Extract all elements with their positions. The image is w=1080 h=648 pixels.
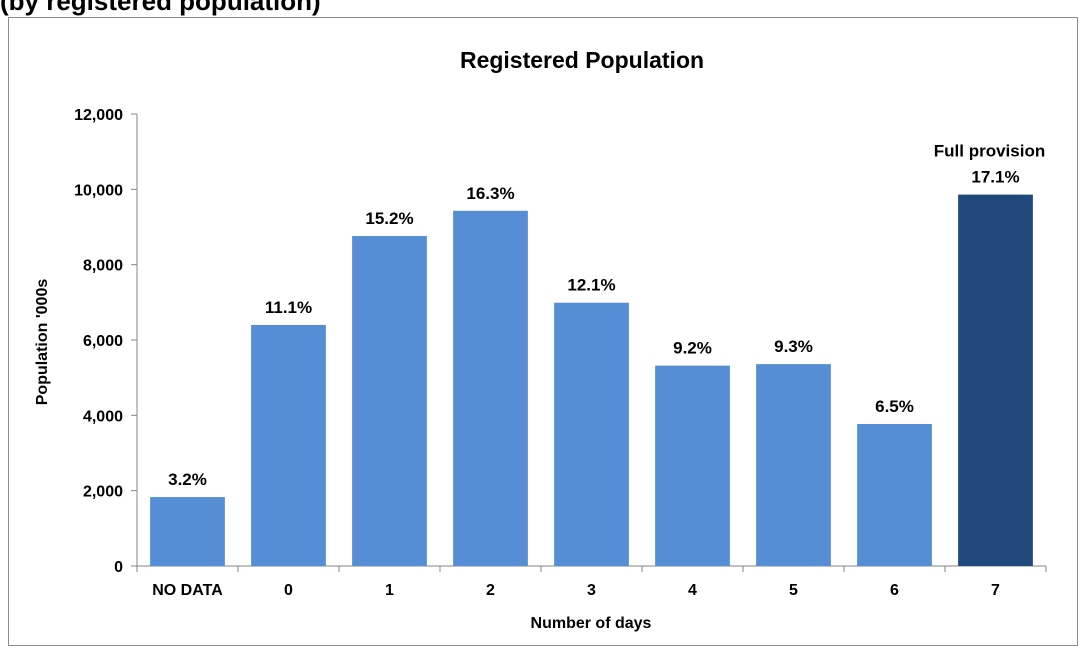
data-label: 9.2% [673, 339, 712, 358]
x-tick-label: 0 [284, 582, 293, 599]
y-tick-label: 6,000 [83, 333, 123, 350]
data-label: 9.3% [774, 337, 813, 356]
y-tick-label: 4,000 [83, 408, 123, 425]
bar [251, 324, 326, 566]
x-tick-label: NO DATA [152, 582, 223, 599]
x-tick-label: 5 [789, 582, 798, 599]
x-tick-label: 3 [587, 582, 596, 599]
data-label: 11.1% [265, 298, 312, 317]
data-label: 3.2% [168, 470, 207, 489]
bar [554, 302, 629, 566]
data-label: 17.1% [971, 168, 1019, 187]
x-tick-label: 2 [486, 582, 495, 599]
x-tick-label: 7 [991, 582, 1000, 599]
bar [150, 497, 225, 566]
x-tick-label: 1 [385, 582, 394, 599]
y-tick-label: 12,000 [74, 107, 123, 124]
data-labels: 3.2% 11.1% 15.2% 16.3% 12.1% 9.2% 9.3% 6.5% 17.1… [168, 142, 1045, 489]
y-tick-label: 8,000 [83, 258, 123, 275]
bars [150, 194, 1033, 567]
bar [958, 194, 1033, 566]
y-tick-label: 0 [114, 559, 123, 576]
bar [857, 423, 932, 566]
bar [756, 364, 831, 566]
bar [352, 236, 427, 567]
page-heading: (by registered population) [0, 0, 321, 16]
y-axis-title: Population '000s [34, 279, 51, 406]
data-label: 12.1% [567, 276, 615, 295]
y-tick-label: 2,000 [83, 484, 123, 501]
chart-title: Registered Population [460, 47, 704, 73]
data-label: 16.3% [466, 184, 514, 203]
data-label: 6.5% [875, 397, 914, 416]
x-axis-title: Number of days [531, 615, 652, 632]
x-tick-label: 4 [688, 582, 697, 599]
y-tick-label: 10,000 [74, 182, 123, 199]
annotation-label: Full provision [934, 142, 1045, 161]
bar [453, 210, 528, 566]
bar [655, 365, 730, 566]
axes: 0 2,000 4,000 6,000 8,000 10,000 12,000 NO DATA… [74, 107, 1047, 599]
data-label: 15.2% [365, 209, 413, 228]
x-tick-label: 6 [890, 582, 899, 599]
